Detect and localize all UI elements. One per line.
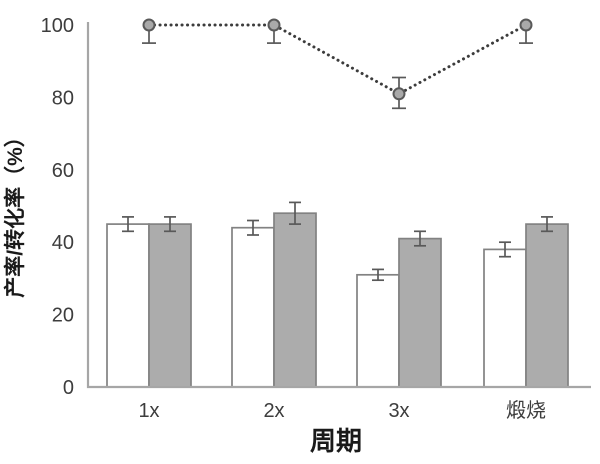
y-axis-tick-label: 0 bbox=[63, 377, 74, 399]
gray-bar-series-bar bbox=[398, 237, 442, 388]
x-axis-tick-label: 1x bbox=[138, 400, 159, 422]
axis-lines bbox=[86, 22, 591, 389]
y-axis-tick-label: 60 bbox=[52, 160, 74, 182]
x-axis-tick-label: 2x bbox=[263, 400, 284, 422]
gray-bar-series-bar bbox=[273, 212, 317, 388]
y-axis-tick-label: 80 bbox=[52, 87, 74, 109]
white-bar-series-bar bbox=[356, 273, 400, 388]
x-axis-title: 周期 bbox=[310, 426, 362, 456]
white-bar-series-bar bbox=[483, 248, 527, 388]
gray-bar-series-bar bbox=[525, 223, 569, 388]
line-marker bbox=[142, 18, 156, 32]
white-bar-series-bar bbox=[231, 226, 275, 388]
x-axis-tick-label: 3x bbox=[388, 400, 409, 422]
line-marker bbox=[392, 87, 406, 101]
y-axis-tick-label: 40 bbox=[52, 232, 74, 254]
line-marker bbox=[519, 18, 533, 32]
x-axis-tick-label: 煅烧 bbox=[506, 399, 546, 422]
gray-bar-series-bar bbox=[148, 223, 192, 388]
y-axis-tick-label: 20 bbox=[52, 305, 74, 327]
dotted-trend-line bbox=[147, 23, 528, 96]
y-axis-tick-label: 100 bbox=[41, 15, 74, 37]
white-bar-series-bar bbox=[106, 223, 150, 388]
y-axis-title: 产率/转化率（%） bbox=[3, 126, 27, 298]
line-marker bbox=[267, 18, 281, 32]
